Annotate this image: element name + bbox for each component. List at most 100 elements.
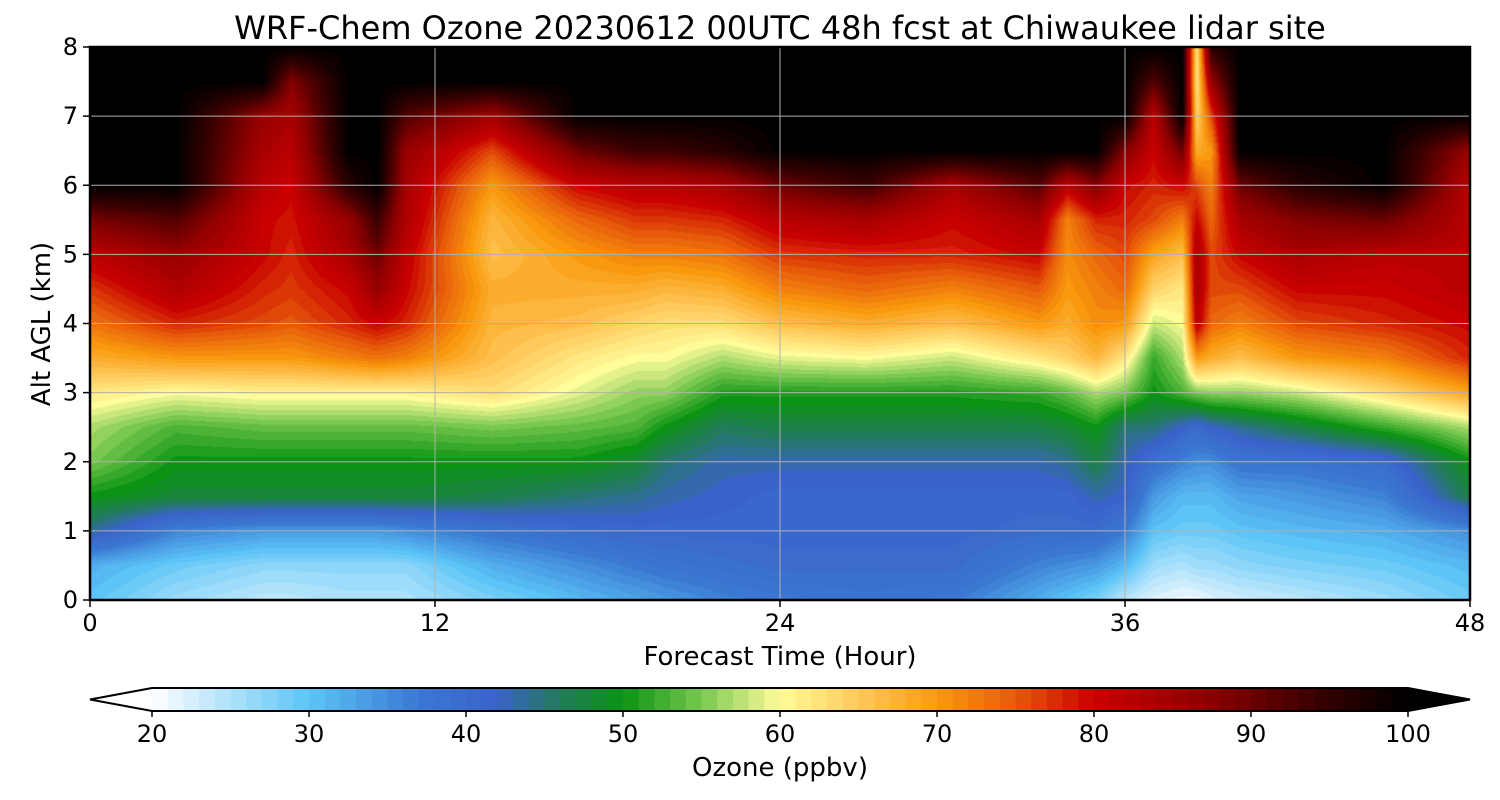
colorbar-bin [497,688,514,711]
colorbar-bin [732,688,750,711]
colorbar [89,687,1471,712]
colorbar-bin [1313,688,1331,711]
colorbar-bin [293,688,310,711]
x-tick-label: 48 [1455,609,1486,637]
x-tick-label: 24 [765,609,796,637]
colorbar-bin [277,688,294,711]
colorbar-bin [1031,688,1048,711]
colorbar-bin [434,688,451,711]
colorbar-bin [670,688,687,711]
colorbar-bin [1235,688,1252,711]
colorbar-bin [607,688,624,711]
colorbar-bin [937,688,954,711]
colorbar-bin [167,688,184,711]
colorbar-tick-label: 20 [137,720,168,748]
colorbar-bin [591,688,608,711]
colorbar-bin [1392,688,1409,711]
colorbar-bin [1109,688,1126,711]
colorbar-bin [450,688,467,711]
colorbar-bin [1046,688,1064,711]
y-tick-label: 5 [63,240,78,268]
colorbar-bin [199,688,216,711]
colorbar-bin [575,688,593,711]
colorbar-bin [1251,688,1268,711]
colorbar-bin [1188,688,1205,711]
colorbar-tick-label: 90 [1236,720,1267,748]
colorbar-bin [371,688,389,711]
x-axis-label: Forecast Time (Hour) [643,642,916,672]
colorbar-bin [1172,688,1189,711]
colorbar-bin [544,688,561,711]
colorbar-bin [780,688,797,711]
colorbar-bin [905,688,922,711]
colorbar-bin [921,688,938,711]
colorbar-tick-label: 60 [765,720,796,748]
colorbar-bin [968,688,985,711]
y-tick-label: 4 [63,310,78,338]
colorbar-bin [1376,688,1393,711]
colorbar-bin [261,688,279,711]
colorbar-bin [764,688,781,711]
colorbar-bin [513,688,530,711]
x-tick-label: 0 [82,609,97,637]
colorbar-bin [387,688,404,711]
y-tick-label: 1 [63,517,78,545]
colorbar-bin [1360,688,1378,711]
colorbar-bin [999,688,1017,711]
colorbar-ticks: 20 30 40 50 60 70 80 90 100 [137,711,1431,748]
colorbar-bin [246,688,263,711]
colorbar-tick-label: 50 [608,720,639,748]
colorbar-bin [1219,688,1236,711]
colorbar-bin [418,688,436,711]
colorbar-bin [811,688,828,711]
colorbar-bin [623,688,640,711]
colorbar-bin [340,688,357,711]
chart-title: WRF-Chem Ozone 20230612 00UTC 48h fcst a… [234,9,1326,47]
colorbar-bin [183,688,200,711]
colorbar-bin [858,688,875,711]
x-tick-label: 36 [1110,609,1141,637]
y-tick-label: 8 [63,33,78,61]
colorbar-tick-label: 30 [294,720,325,748]
colorbar-extend-high [1408,688,1470,711]
y-tick-label: 0 [63,586,78,614]
colorbar-bin [560,688,577,711]
colorbar-tick-label: 70 [922,720,953,748]
colorbar-bin [466,688,483,711]
colorbar-bin [874,688,891,711]
colorbar-bin [1203,688,1221,711]
colorbar-bin [403,688,420,711]
colorbar-bin [1062,688,1079,711]
colorbar-bin [324,688,341,711]
colorbar-bin [214,688,232,711]
colorbar-bin [984,688,1001,711]
colorbar-bin [717,688,734,711]
colorbar-bin [842,688,860,711]
y-axis-label: Alt AGL (km) [27,242,57,406]
colorbar-bin [152,688,169,711]
y-tick-label: 3 [63,379,78,407]
colorbar-bin [685,688,703,711]
y-tick-label: 7 [63,102,78,130]
colorbar-bin [1282,688,1299,711]
colorbar-bin [795,688,812,711]
colorbar-bin [827,688,844,711]
colorbar-bin [1141,688,1158,711]
colorbar-bin [1329,688,1346,711]
y-tick-label: 6 [63,171,78,199]
colorbar-bin [309,688,326,711]
colorbar-bin [356,688,373,711]
y-axis-ticks: 0 1 2 3 4 5 6 7 8 [63,33,90,614]
colorbar-bin [952,688,969,711]
colorbar-label: Ozone (ppbv) [692,753,868,783]
colorbar-bin [1345,688,1362,711]
colorbar-bin [638,688,655,711]
colorbar-bin [1298,688,1315,711]
colorbar-bin [528,688,546,711]
colorbar-bin [654,688,671,711]
colorbar-extend-low [90,688,152,711]
colorbar-bin [1094,688,1111,711]
y-tick-label: 2 [63,448,78,476]
colorbar-bin [701,688,718,711]
